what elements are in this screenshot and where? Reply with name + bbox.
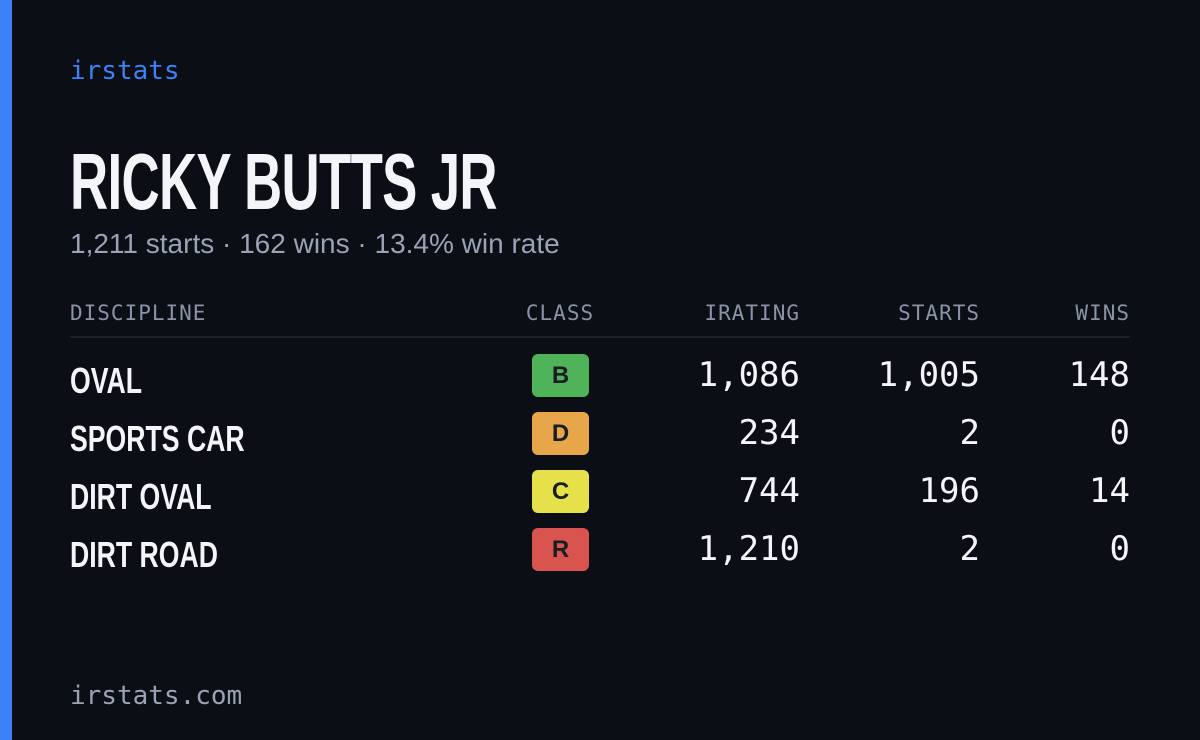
discipline: DIRT OVAL — [70, 476, 212, 517]
irating: 234 — [738, 413, 800, 453]
wins: 0 — [1109, 413, 1130, 453]
footer: irstats.com — [70, 681, 243, 711]
column-header: WINS — [1075, 301, 1130, 325]
wins: 148 — [1068, 355, 1130, 395]
wins: 0 — [1109, 529, 1130, 569]
class-badge: B — [532, 354, 589, 397]
discipline: OVAL — [70, 360, 143, 401]
irating: 744 — [738, 471, 800, 511]
column-header: DISCIPLINE — [70, 301, 207, 325]
wins: 14 — [1089, 471, 1130, 511]
irating: 1,210 — [697, 529, 800, 569]
class-badge: R — [532, 528, 589, 571]
starts: 2 — [959, 413, 980, 453]
accent-bar — [0, 0, 12, 740]
header-rule — [70, 336, 1130, 338]
summary: 1,211 starts · 162 wins · 13.4% win rate — [70, 228, 560, 259]
irating: 1,086 — [697, 355, 800, 395]
class-badge: D — [532, 412, 589, 455]
starts: 196 — [918, 471, 980, 511]
class-badge: C — [532, 470, 589, 513]
starts: 2 — [959, 529, 980, 569]
discipline: DIRT ROAD — [70, 534, 218, 575]
discipline: SPORTS CAR — [70, 418, 245, 459]
column-header: STARTS — [898, 301, 980, 325]
column-header: CLASS — [525, 301, 595, 325]
driver-name: RICKY BUTTS JR — [70, 137, 498, 226]
column-header: IRATING — [704, 301, 800, 325]
brand: irstats — [70, 56, 180, 86]
starts: 1,005 — [877, 355, 980, 395]
